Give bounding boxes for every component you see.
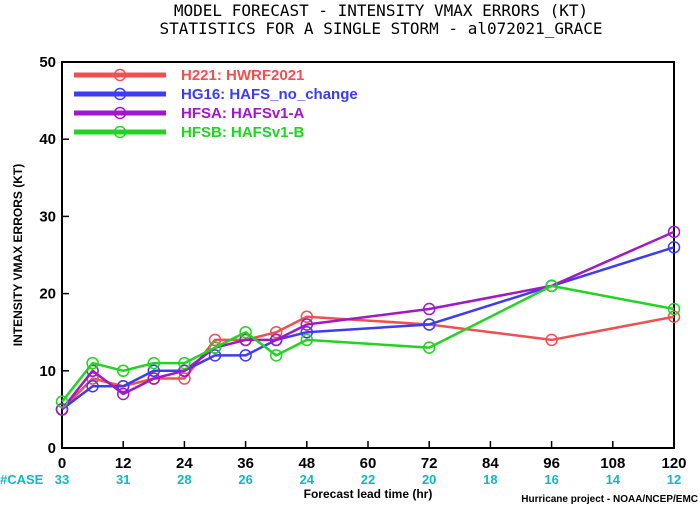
legend-label: H221: HWRF2021 (181, 67, 304, 84)
data-point (300, 333, 314, 347)
data-point (86, 356, 99, 370)
y-tick-label: 20 (39, 286, 56, 303)
chart-title: MODEL FORECAST - INTENSITY VMAX ERRORS (… (174, 1, 588, 20)
data-point (239, 349, 252, 362)
case-count: 12 (667, 472, 681, 487)
data-point (178, 372, 191, 385)
data-point (422, 302, 436, 316)
legend-item: HG16: HAFS_no_change (74, 86, 358, 103)
x-tick-label: 120 (661, 455, 686, 472)
data-point (422, 318, 436, 331)
x-tick-label: 24 (176, 455, 193, 472)
x-tick-label: 12 (115, 455, 132, 472)
x-tick-label: 72 (421, 455, 438, 472)
plot-frame (61, 61, 675, 449)
data-point (239, 325, 252, 339)
legend-marker (113, 125, 127, 139)
legend-item: H221: HWRF2021 (74, 67, 304, 84)
data-point (300, 318, 314, 331)
y-tick-label: 40 (39, 131, 56, 148)
data-point (147, 364, 161, 378)
legend-item: HFSA: HAFSv1-A (74, 105, 305, 122)
data-point (208, 349, 222, 362)
x-tick-label: 84 (482, 455, 499, 472)
data-point (239, 333, 252, 347)
data-point (116, 379, 130, 393)
data-point (208, 333, 222, 347)
legend: H221: HWRF2021 HG16: HAFS_no_change HFSA: … (74, 67, 358, 141)
case-count: 18 (483, 472, 497, 487)
legend-label: HG16: HAFS_no_change (181, 86, 358, 103)
case-count: 16 (544, 472, 558, 487)
data-point (116, 364, 130, 378)
legend-label: HFSB: HAFSv1-B (181, 124, 305, 141)
y-tick-label: 0 (48, 440, 56, 457)
x-ticks: 0 12 24 36 48 60 72 84 96 108 120 (58, 441, 687, 472)
data-point (545, 279, 558, 293)
data-point (269, 325, 283, 339)
case-count: 28 (177, 472, 191, 487)
x-tick-label: 108 (600, 455, 625, 472)
legend-marker (113, 87, 127, 101)
data-point (269, 349, 283, 362)
series-lines (55, 225, 681, 416)
x-axis-title: Forecast lead time (hr) (304, 487, 433, 501)
data-point (422, 341, 436, 354)
case-count: 33 (55, 472, 69, 487)
x-tick-label: 96 (543, 455, 560, 472)
case-count: 24 (300, 472, 315, 487)
y-tick-label: 10 (39, 363, 56, 380)
case-count: 20 (422, 472, 436, 487)
data-point (55, 395, 69, 408)
data-point (178, 356, 191, 370)
series-group (55, 241, 681, 416)
legend-item: HFSB: HAFSv1-B (74, 124, 305, 141)
legend-label: HFSA: HAFSv1-A (181, 105, 305, 122)
series-group (55, 279, 681, 408)
case-count: 26 (238, 472, 252, 487)
case-count-row: #CASE 33 31 28 26 24 22 20 18 16 14 12 (0, 472, 681, 487)
data-point (545, 333, 558, 347)
chart-subtitle: STATISTICS FOR A SINGLE STORM - al072021… (159, 19, 602, 38)
case-prefix: #CASE (0, 472, 44, 487)
x-tick-label: 60 (360, 455, 377, 472)
credit-text: Hurricane project - NOAA/NCEP/EMC (521, 494, 698, 505)
data-point (178, 364, 191, 378)
x-tick-label: 48 (298, 455, 315, 472)
data-point (667, 310, 681, 324)
plot-area: 0 12 24 36 48 60 72 84 96 108 120 0 10 20 30 40 50 H221… (39, 54, 686, 472)
data-point (667, 241, 681, 254)
data-point (667, 302, 681, 316)
y-tick-label: 50 (39, 54, 56, 71)
data-point (667, 225, 681, 239)
data-point (300, 325, 314, 339)
data-point (116, 387, 130, 401)
x-tick-label: 0 (58, 455, 66, 472)
case-count: 14 (606, 472, 621, 487)
x-tick-label: 36 (237, 455, 254, 472)
data-point (269, 333, 283, 347)
case-count: 22 (361, 472, 375, 487)
y-ticks: 0 10 20 30 40 50 (39, 54, 69, 457)
y-tick-label: 30 (39, 208, 56, 225)
data-point (208, 341, 222, 354)
data-point (55, 403, 69, 416)
legend-marker (113, 106, 127, 120)
legend-marker (113, 68, 127, 82)
data-point (147, 356, 161, 370)
case-count: 31 (116, 472, 130, 487)
data-point (147, 372, 161, 385)
data-point (86, 379, 99, 393)
y-axis-title: INTENSITY VMAX ERRORS (KT) (11, 164, 25, 346)
data-point (300, 310, 314, 324)
series-line (61, 230, 675, 411)
